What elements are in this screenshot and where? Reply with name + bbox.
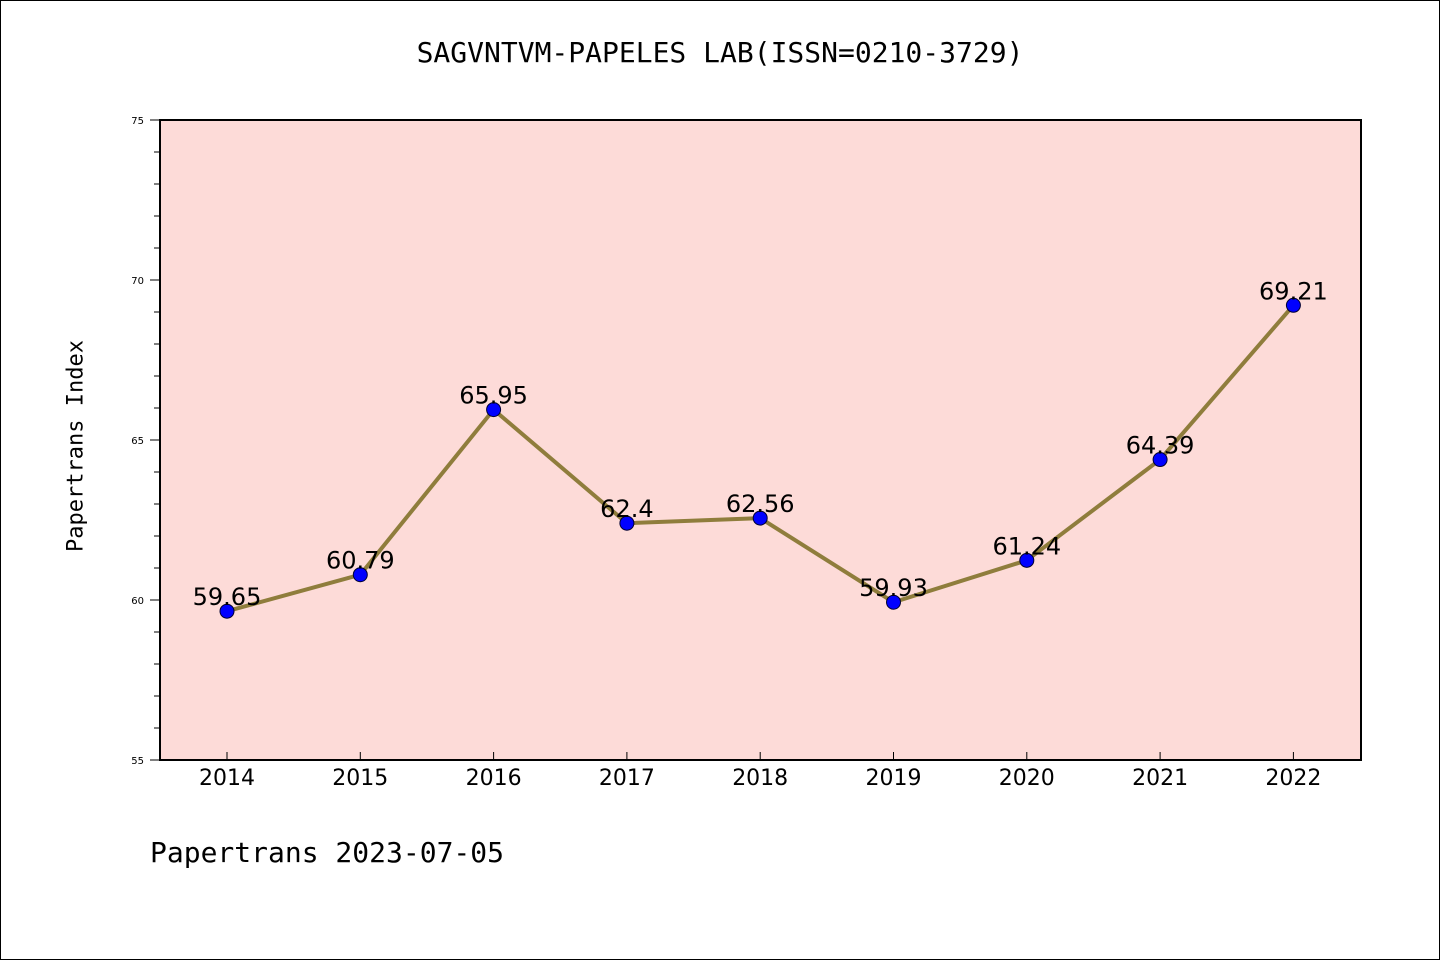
x-tick-label: 2018: [732, 766, 788, 791]
data-point: [619, 515, 635, 531]
data-label: 65.95: [459, 382, 528, 410]
x-tick-label: 2014: [199, 766, 255, 791]
x-tick-label: 2017: [599, 766, 655, 791]
x-tick-label: 2021: [1132, 766, 1188, 791]
chart-title: SAGVNTVM-PAPELES LAB(ISSN=0210-3729): [416, 36, 1024, 69]
x-axis: 2014 2015 2016 2017 2018 2019 2020 2021 2022: [199, 752, 1321, 791]
y-axis: 55 60 65 70 75: [131, 116, 160, 767]
y-tick-label: 75: [131, 116, 144, 127]
data-label: 64.39: [1126, 432, 1195, 460]
plot-area: [160, 120, 1361, 760]
plot-border: [159, 119, 1362, 761]
data-label: 62.56: [726, 490, 795, 518]
y-tick-label: 70: [131, 276, 144, 287]
x-tick-label: 2016: [466, 766, 522, 791]
data-label: 59.93: [859, 574, 928, 602]
x-tick-label: 2020: [999, 766, 1055, 791]
series-markers: [219, 297, 1301, 619]
x-tick-label: 2015: [332, 766, 388, 791]
data-point: [1285, 297, 1301, 313]
data-label: 69.21: [1259, 277, 1328, 305]
y-tick-label: 60: [131, 596, 144, 607]
y-tick-label: 55: [131, 756, 144, 767]
data-labels: 59.65 60.79 65.95 62.4 62.56 59.93 61.24 64.39 6…: [193, 277, 1328, 611]
data-point: [1019, 552, 1035, 568]
x-tick-label: 2019: [866, 766, 922, 791]
x-tick-label: 2022: [1265, 766, 1321, 791]
y-tick-label: 65: [131, 436, 144, 447]
data-point: [1152, 452, 1168, 468]
data-point: [752, 510, 768, 526]
data-label: 60.79: [326, 547, 395, 575]
data-label: 62.4: [600, 495, 653, 523]
data-point: [886, 594, 901, 610]
data-point: [219, 603, 235, 619]
footer-caption: Papertrans 2023-07-05: [150, 836, 505, 869]
data-label: 61.24: [992, 532, 1061, 560]
data-point: [486, 402, 502, 418]
data-point: [352, 567, 368, 583]
data-label: 59.65: [193, 583, 262, 611]
